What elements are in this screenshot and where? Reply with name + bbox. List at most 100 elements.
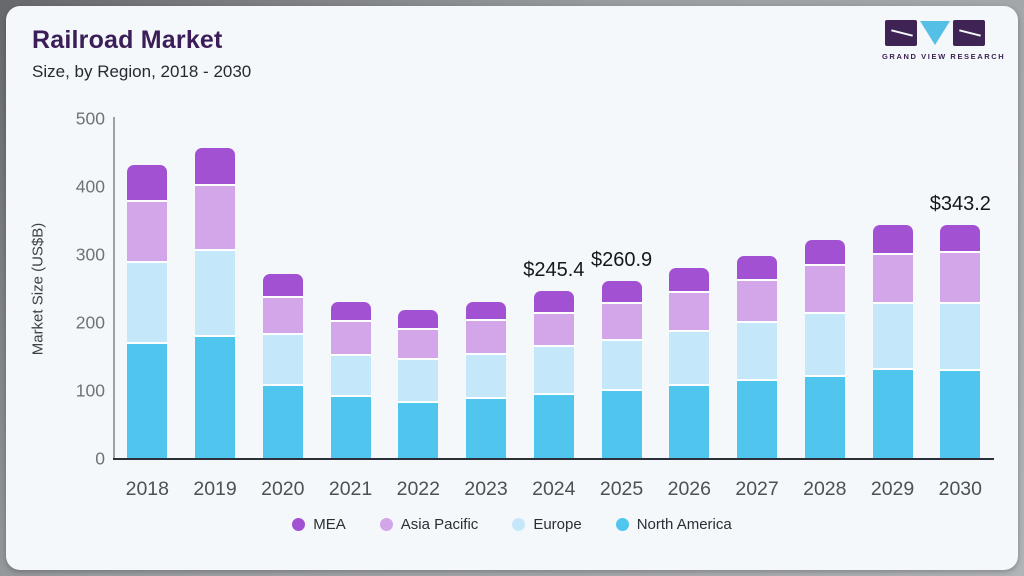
- segment-europe: [195, 251, 236, 337]
- segment-north-america: [737, 381, 778, 458]
- segment-asia-pacific: [195, 186, 236, 252]
- legend-label: Asia Pacific: [400, 516, 479, 533]
- x-tick-label: 2025: [599, 478, 644, 500]
- legend-item-mea: MEA: [292, 516, 346, 533]
- y-tick-label: 300: [75, 244, 105, 265]
- segment-north-america: [601, 391, 642, 458]
- segment-asia-pacific: [533, 313, 574, 348]
- x-tick-label: 2021: [328, 478, 373, 500]
- bar-2020: [262, 273, 303, 458]
- segment-asia-pacific: [940, 252, 981, 304]
- chart-card: Railroad Market Size, by Region, 2018 - …: [6, 6, 1018, 570]
- segment-north-america: [330, 397, 371, 458]
- segment-asia-pacific: [737, 281, 778, 324]
- page-subtitle: Size, by Region, 2018 - 2030: [32, 62, 252, 81]
- x-tick-label: 2028: [803, 478, 847, 500]
- segment-asia-pacific: [466, 320, 507, 355]
- legend-label: Europe: [533, 516, 582, 533]
- bar-2029: [872, 225, 913, 458]
- bar-2027: [737, 256, 778, 458]
- segment-mea: [466, 301, 507, 321]
- legend-label: MEA: [313, 516, 346, 533]
- x-axis-labels: 2018 2019 2020 2021 2022 2023 2024 2025 2026 2027…: [113, 478, 994, 504]
- segment-north-america: [872, 370, 913, 458]
- segment-north-america: [195, 336, 236, 458]
- y-axis-ticks: 0 100 200 300 400 500: [6, 109, 105, 469]
- legend-item-europe: Europe: [512, 516, 582, 533]
- gvr-logo-marks: [882, 20, 988, 48]
- x-tick-label: 2018: [125, 478, 169, 500]
- segment-mea: [804, 240, 845, 267]
- segment-mea: [872, 225, 913, 255]
- segment-north-america: [262, 385, 303, 458]
- segment-europe: [601, 341, 642, 392]
- segment-europe: [804, 313, 845, 378]
- segment-north-america: [804, 377, 845, 458]
- y-tick-label: 500: [75, 108, 105, 129]
- segment-asia-pacific: [669, 292, 710, 332]
- value-label-2030: $343.2: [929, 192, 991, 215]
- chart-legend: MEA Asia Pacific Europe North America: [6, 516, 1018, 533]
- segment-north-america: [466, 398, 507, 458]
- y-tick-label: 400: [75, 176, 105, 197]
- segment-europe: [127, 262, 168, 345]
- value-label-2025: $260.9: [590, 248, 653, 271]
- bar-2023: [466, 301, 507, 458]
- bar-2019: [195, 147, 236, 458]
- segment-north-america: [127, 344, 168, 458]
- page-title: Railroad Market: [32, 26, 223, 54]
- x-tick-label: 2024: [532, 478, 576, 500]
- segment-mea: [398, 310, 439, 330]
- segment-mea: [601, 280, 642, 304]
- segment-north-america: [533, 394, 574, 458]
- gvr-logo: GRAND VIEW RESEARCH: [882, 20, 1006, 61]
- bar-2028: [804, 240, 845, 458]
- bar-2018: [127, 164, 168, 458]
- legend-dot-icon: [512, 518, 526, 531]
- x-axis-line: [113, 458, 994, 460]
- segment-europe: [466, 354, 507, 399]
- value-label-2024: $245.4: [523, 259, 585, 282]
- segment-north-america: [398, 402, 439, 458]
- legend-dot-icon: [292, 518, 306, 531]
- segment-europe: [262, 334, 303, 386]
- segment-mea: [330, 302, 371, 323]
- segment-mea: [737, 256, 778, 282]
- segment-asia-pacific: [330, 322, 371, 357]
- legend-label: North America: [636, 516, 732, 533]
- segment-mea: [533, 291, 574, 314]
- segment-europe: [533, 347, 574, 395]
- bar-2021: [330, 302, 371, 458]
- x-tick-label: 2029: [870, 478, 915, 500]
- y-tick-label: 200: [75, 312, 105, 333]
- x-tick-label: 2027: [735, 478, 779, 500]
- logo-r-block: [953, 20, 985, 46]
- y-tick-label: 100: [75, 380, 105, 401]
- segment-asia-pacific: [398, 329, 439, 361]
- x-tick-label: 2023: [464, 478, 508, 500]
- segment-europe: [330, 356, 371, 398]
- bar-2030: [940, 224, 981, 458]
- legend-dot-icon: [615, 518, 629, 531]
- logo-wordmark: GRAND VIEW RESEARCH: [882, 52, 1006, 61]
- legend-dot-icon: [379, 518, 393, 531]
- bar-2022: [398, 310, 439, 458]
- bar-2025: [601, 280, 642, 458]
- segment-mea: [940, 224, 981, 253]
- x-tick-label: 2020: [261, 478, 305, 500]
- segment-mea: [127, 164, 168, 202]
- plot-area: $245.4 $260.9 $343.2: [113, 118, 994, 458]
- segment-mea: [669, 268, 710, 293]
- segment-europe: [940, 303, 981, 371]
- x-tick-label: 2019: [193, 478, 237, 500]
- segment-asia-pacific: [872, 254, 913, 305]
- segment-asia-pacific: [262, 297, 303, 335]
- segment-europe: [398, 360, 439, 403]
- legend-item-asia-pacific: Asia Pacific: [379, 516, 479, 533]
- x-tick-label: 2030: [938, 478, 982, 500]
- segment-europe: [872, 304, 913, 371]
- segment-north-america: [940, 370, 981, 458]
- y-tick-label: 0: [95, 448, 105, 469]
- logo-g-block: [885, 20, 917, 46]
- segment-asia-pacific: [127, 201, 168, 263]
